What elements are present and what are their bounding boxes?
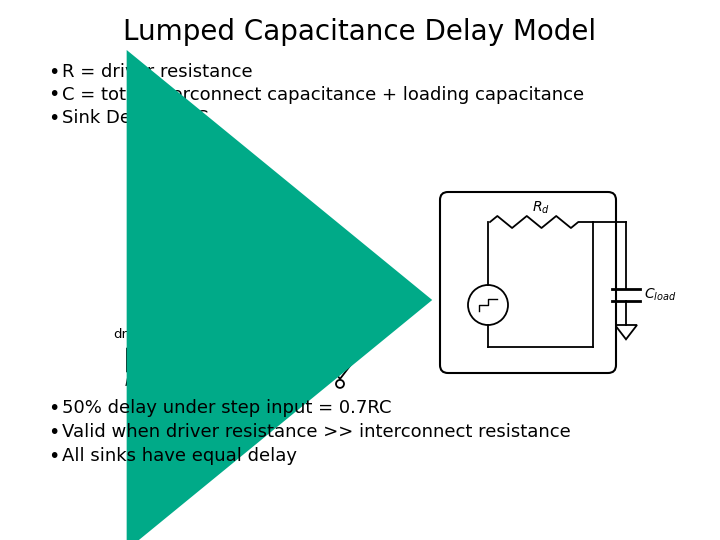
Text: $N_2$: $N_2$ — [282, 279, 298, 294]
Text: $t_d$: $t_d$ — [136, 108, 153, 128]
Text: •: • — [48, 447, 59, 465]
Text: = R·C: = R·C — [151, 109, 208, 127]
Text: driver: driver — [113, 327, 153, 341]
Text: 50% delay under step input = 0.7RC: 50% delay under step input = 0.7RC — [62, 399, 392, 417]
Text: $N_3$: $N_3$ — [145, 202, 161, 218]
Text: C = total interconnect capacitance + loading capacitance: C = total interconnect capacitance + loa… — [62, 86, 584, 104]
Text: Sink Delay:: Sink Delay: — [62, 109, 168, 127]
Text: •: • — [48, 85, 59, 105]
Text: $R_d$: $R_d$ — [531, 200, 549, 216]
Text: Lumped Capacitance Delay Model: Lumped Capacitance Delay Model — [123, 18, 597, 46]
Text: R = driver resistance: R = driver resistance — [62, 63, 253, 81]
Text: •: • — [48, 63, 59, 82]
Text: All sinks have equal delay: All sinks have equal delay — [62, 447, 297, 465]
Text: •: • — [48, 399, 59, 417]
Text: Valid when driver resistance >> interconnect resistance: Valid when driver resistance >> intercon… — [62, 423, 571, 441]
Text: $N$: $N$ — [124, 375, 136, 389]
FancyBboxPatch shape — [440, 192, 616, 373]
Text: $C_{load}$: $C_{load}$ — [644, 287, 677, 303]
Text: •: • — [48, 109, 59, 127]
Text: •: • — [48, 422, 59, 442]
